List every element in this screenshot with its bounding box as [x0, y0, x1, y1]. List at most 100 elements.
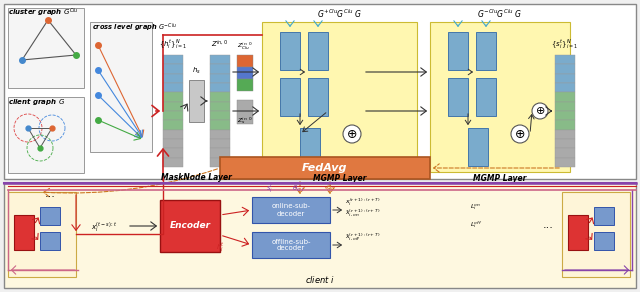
Text: $\hat{x}_{i,on}^{(r+1):(r+T)}$: $\hat{x}_{i,on}^{(r+1):(r+T)}$	[345, 208, 380, 218]
Text: $Z^{in,0}$: $Z^{in,0}$	[211, 39, 228, 50]
Text: ...: ...	[543, 220, 554, 230]
Bar	[555, 130, 575, 139]
Bar	[237, 79, 253, 91]
Bar	[163, 102, 183, 111]
Text: online-sub-
decoder: online-sub- decoder	[271, 204, 310, 216]
Bar	[476, 78, 496, 116]
Bar	[4, 4, 636, 179]
Text: client graph $G$: client graph $G$	[8, 96, 65, 107]
Bar	[210, 111, 230, 120]
Bar	[210, 92, 230, 102]
Bar	[308, 78, 328, 116]
Bar	[210, 55, 230, 64]
Bar	[300, 128, 320, 166]
Bar	[163, 55, 183, 64]
Bar	[40, 232, 60, 250]
Text: ...: ...	[45, 189, 56, 199]
Bar	[555, 55, 575, 64]
Text: offline-sub-
decoder: offline-sub- decoder	[271, 239, 311, 251]
Bar	[40, 207, 60, 225]
Bar	[210, 83, 230, 92]
Bar	[8, 192, 76, 277]
Text: MGMP Layer: MGMP Layer	[313, 174, 366, 183]
Bar	[163, 92, 183, 102]
Bar	[237, 100, 253, 124]
Bar	[210, 158, 230, 167]
Bar	[430, 22, 570, 172]
Bar	[555, 120, 575, 130]
Bar	[252, 232, 330, 258]
Bar	[90, 22, 152, 152]
Bar	[210, 64, 230, 74]
Text: $G^{+Clu}G^{Clu}\ G$: $G^{+Clu}G^{Clu}\ G$	[317, 8, 362, 20]
Bar	[594, 232, 614, 250]
Bar	[163, 111, 183, 120]
Bar	[210, 148, 230, 158]
Bar	[220, 157, 430, 179]
Bar	[8, 97, 84, 173]
Text: $Z^{in,0}_{Clu}$: $Z^{in,0}_{Clu}$	[237, 41, 253, 52]
Bar	[163, 120, 183, 130]
Text: $\oplus$: $\oplus$	[515, 128, 525, 140]
Bar	[189, 80, 204, 122]
Bar	[476, 32, 496, 70]
Bar	[163, 64, 183, 74]
Bar	[555, 148, 575, 158]
Circle shape	[511, 125, 529, 143]
Bar	[210, 102, 230, 111]
Text: cross level graph $G^{-Clu}$: cross level graph $G^{-Clu}$	[92, 22, 177, 34]
Text: $\oplus$: $\oplus$	[346, 128, 358, 140]
Text: $h_s$: $h_s$	[191, 66, 200, 76]
Text: $\theta_{c,i}$: $\theta_{c,i}$	[292, 183, 305, 193]
Bar	[262, 22, 417, 172]
Bar	[555, 64, 575, 74]
Text: Encoder: Encoder	[170, 222, 211, 230]
Bar	[448, 78, 468, 116]
Circle shape	[532, 103, 548, 119]
Bar	[555, 158, 575, 167]
Bar	[308, 32, 328, 70]
Circle shape	[343, 125, 361, 143]
Bar	[237, 55, 253, 67]
Bar	[555, 139, 575, 148]
Bar	[280, 32, 300, 70]
Bar	[210, 139, 230, 148]
Text: $\{s_i^t\}_{i=1}^N$: $\{s_i^t\}_{i=1}^N$	[552, 37, 579, 50]
Text: $L_i^{off}$: $L_i^{off}$	[470, 220, 482, 230]
Bar	[163, 139, 183, 148]
Bar	[163, 74, 183, 83]
Bar	[210, 120, 230, 130]
Bar	[280, 78, 300, 116]
Text: $\{h_i^t\}_{i=1}^N$: $\{h_i^t\}_{i=1}^N$	[159, 37, 187, 50]
Bar	[237, 67, 253, 79]
Text: $\theta_c$: $\theta_c$	[326, 183, 335, 193]
Text: $\oplus$: $\oplus$	[535, 105, 545, 117]
Bar	[163, 83, 183, 92]
Bar	[555, 102, 575, 111]
Bar	[555, 92, 575, 102]
Text: $x_i^{(t-s):t}$: $x_i^{(t-s):t}$	[91, 220, 117, 234]
Text: $L_i^{on}$: $L_i^{on}$	[470, 202, 481, 212]
Bar	[448, 32, 468, 70]
Text: $G^{-Clu}G^{Clu}\ G$: $G^{-Clu}G^{Clu}\ G$	[477, 8, 523, 20]
Bar	[555, 83, 575, 92]
Bar	[555, 74, 575, 83]
Bar	[555, 111, 575, 120]
Bar	[163, 158, 183, 167]
Text: $s_i^t$: $s_i^t$	[266, 182, 274, 194]
Text: MaskNode Layer: MaskNode Layer	[161, 173, 232, 182]
Bar	[8, 8, 84, 88]
Text: $Z^{in,0}_s$: $Z^{in,0}_s$	[237, 115, 253, 126]
Text: $h_i^t$: $h_i^t$	[216, 240, 225, 253]
Bar	[252, 197, 330, 223]
Bar	[594, 207, 614, 225]
Bar	[562, 192, 630, 277]
Bar	[14, 215, 34, 250]
Bar	[163, 130, 183, 139]
Text: $\hat{x}_{i,off}^{(r+1):(r+T)}$: $\hat{x}_{i,off}^{(r+1):(r+T)}$	[345, 232, 380, 242]
Text: MGMP Layer: MGMP Layer	[474, 174, 527, 183]
Text: client $i$: client $i$	[305, 274, 335, 285]
Bar	[210, 74, 230, 83]
Bar	[160, 200, 220, 252]
Text: $x_i^{(r+1):(r+T)}$: $x_i^{(r+1):(r+T)}$	[345, 196, 381, 208]
